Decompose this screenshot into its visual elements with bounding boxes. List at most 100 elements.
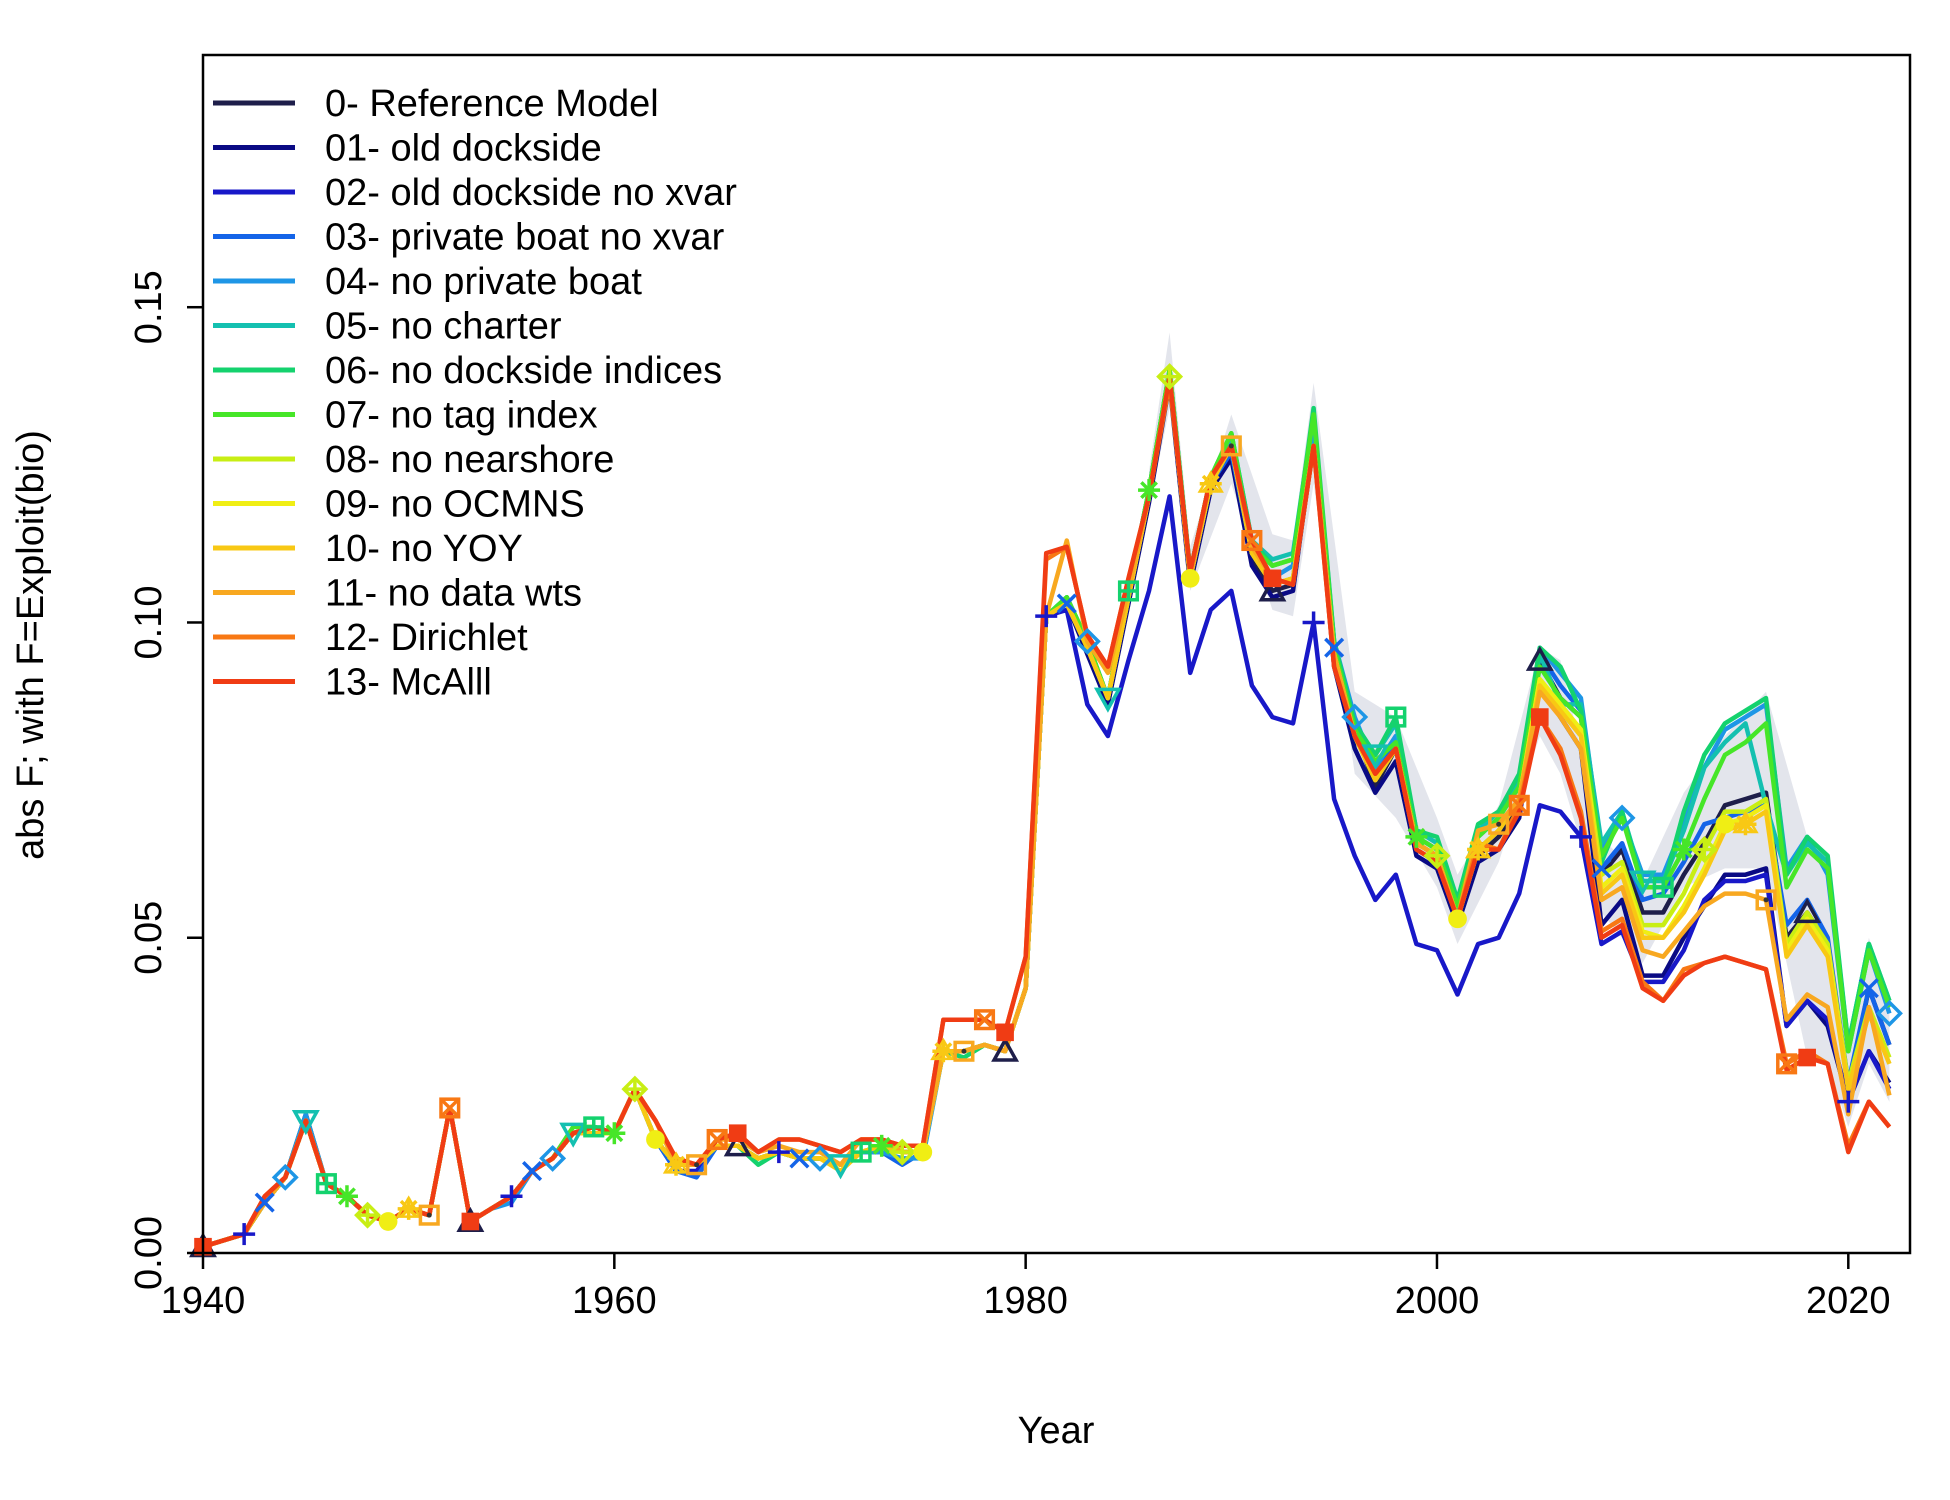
data-point [991,1036,1020,1062]
data-point [603,1122,626,1145]
data-point [271,1163,299,1191]
data-point [1324,637,1345,658]
series-markers-layer [189,363,1903,1258]
legend-item: 01- old dockside [213,128,602,170]
legend-item: 09- no OCMNS [213,484,585,526]
data-point [996,1023,1014,1042]
data-point [1591,858,1612,879]
y-axis-title: abs F; with F=Exploit(bio) [10,430,52,860]
x-axis-title: Year [1018,1410,1095,1452]
data-point [913,1142,933,1162]
data-point [1628,870,1657,896]
data-point [1138,479,1161,502]
data-point [254,1192,275,1213]
data-point [1073,627,1101,655]
series-lines-layer [202,368,1892,1249]
legend-item: 04- no private boat [213,261,642,303]
series-markers-11 [418,435,1777,1226]
legend-item: 03- private boat no xvar [213,217,725,259]
data-point [539,1144,567,1172]
series-line-13 [202,374,1892,1249]
legend-label: 02- old dockside no xvar [325,172,737,214]
x-tick-label: 1980 [983,1280,1068,1322]
y-axis: 0.00 0.05 0.10 0.15 [128,270,203,1290]
legend-label: 12- Dirichlet [325,617,528,659]
legend-item: 06- no dockside indices [213,350,722,392]
data-point [888,1138,916,1166]
data-point [973,1009,996,1031]
data-point [1488,813,1510,835]
data-point [930,1037,957,1063]
data-point [522,1160,543,1182]
series-markers-2 [233,605,1860,1246]
legend-label: 01- old dockside [325,128,602,170]
series-markers-6 [315,580,1674,1195]
legend-label: 09- no OCMNS [325,484,585,526]
uncertainty-band-layer [1149,332,1890,1127]
legend-item: 11- no data wts [213,573,582,615]
data-point [1531,708,1549,726]
legend-item: 12- Dirichlet [213,617,528,659]
series-markers-8 [354,363,1718,1229]
legend-item: 08- no nearshore [213,439,614,481]
legend-label: 11- no data wts [325,573,582,615]
data-point [354,1201,382,1229]
data-point [335,1185,358,1208]
data-point [1341,703,1369,731]
data-point [439,1097,461,1119]
y-tick-label: 0.00 [128,1216,170,1290]
legend-label: 10- no YOY [325,528,523,570]
data-point [315,1173,337,1195]
data-point [1508,794,1530,816]
data-point [1220,435,1242,457]
data-point [1732,810,1759,836]
legend-item: 10- no YOY [213,528,523,570]
series-markers-9 [378,568,1735,1231]
y-tick-label: 0.15 [128,270,170,344]
data-point [826,1154,855,1180]
data-point [767,1141,790,1164]
data-point [1302,611,1325,634]
data-point [1197,470,1224,495]
data-point [1875,999,1903,1027]
series-markers-4 [271,627,1903,1191]
y-tick-label: 0.05 [128,901,170,975]
legend-label: 08- no nearshore [325,439,614,481]
data-point [1569,825,1592,848]
uncertainty-band [1149,332,1890,1127]
legend-label: 13- McAlll [325,662,492,704]
data-point [1258,576,1287,602]
data-point [418,1204,440,1226]
data-point [953,1040,975,1062]
data-point [1405,825,1428,848]
data-point [1715,814,1735,834]
data-point [706,1128,728,1151]
data-point [723,1131,752,1157]
data-point [1448,909,1467,929]
y-tick-label: 0.10 [128,585,170,659]
data-point [559,1122,588,1148]
legend-item: 07- no tag index [213,395,598,437]
legend-label: 05- no charter [325,306,562,348]
data-point [1690,835,1718,863]
data-point [378,1212,398,1231]
data-point [233,1223,256,1246]
data-point [395,1195,422,1220]
data-point [291,1110,320,1136]
data-point [1525,645,1554,671]
legend-item: 02- old dockside no xvar [213,172,737,214]
data-point [621,1075,649,1103]
data-point [646,1130,665,1149]
series-markers-5 [291,687,1657,1180]
data-point [1798,1048,1816,1067]
x-tick-label: 1940 [161,1280,246,1322]
series-markers-12 [439,529,1798,1151]
data-point [1837,1090,1860,1113]
legend-item: 05- no charter [213,306,562,348]
legend-label: 0- Reference Model [325,83,659,125]
data-point [662,1151,690,1176]
data-point [1464,835,1492,861]
data-point [1035,605,1058,628]
